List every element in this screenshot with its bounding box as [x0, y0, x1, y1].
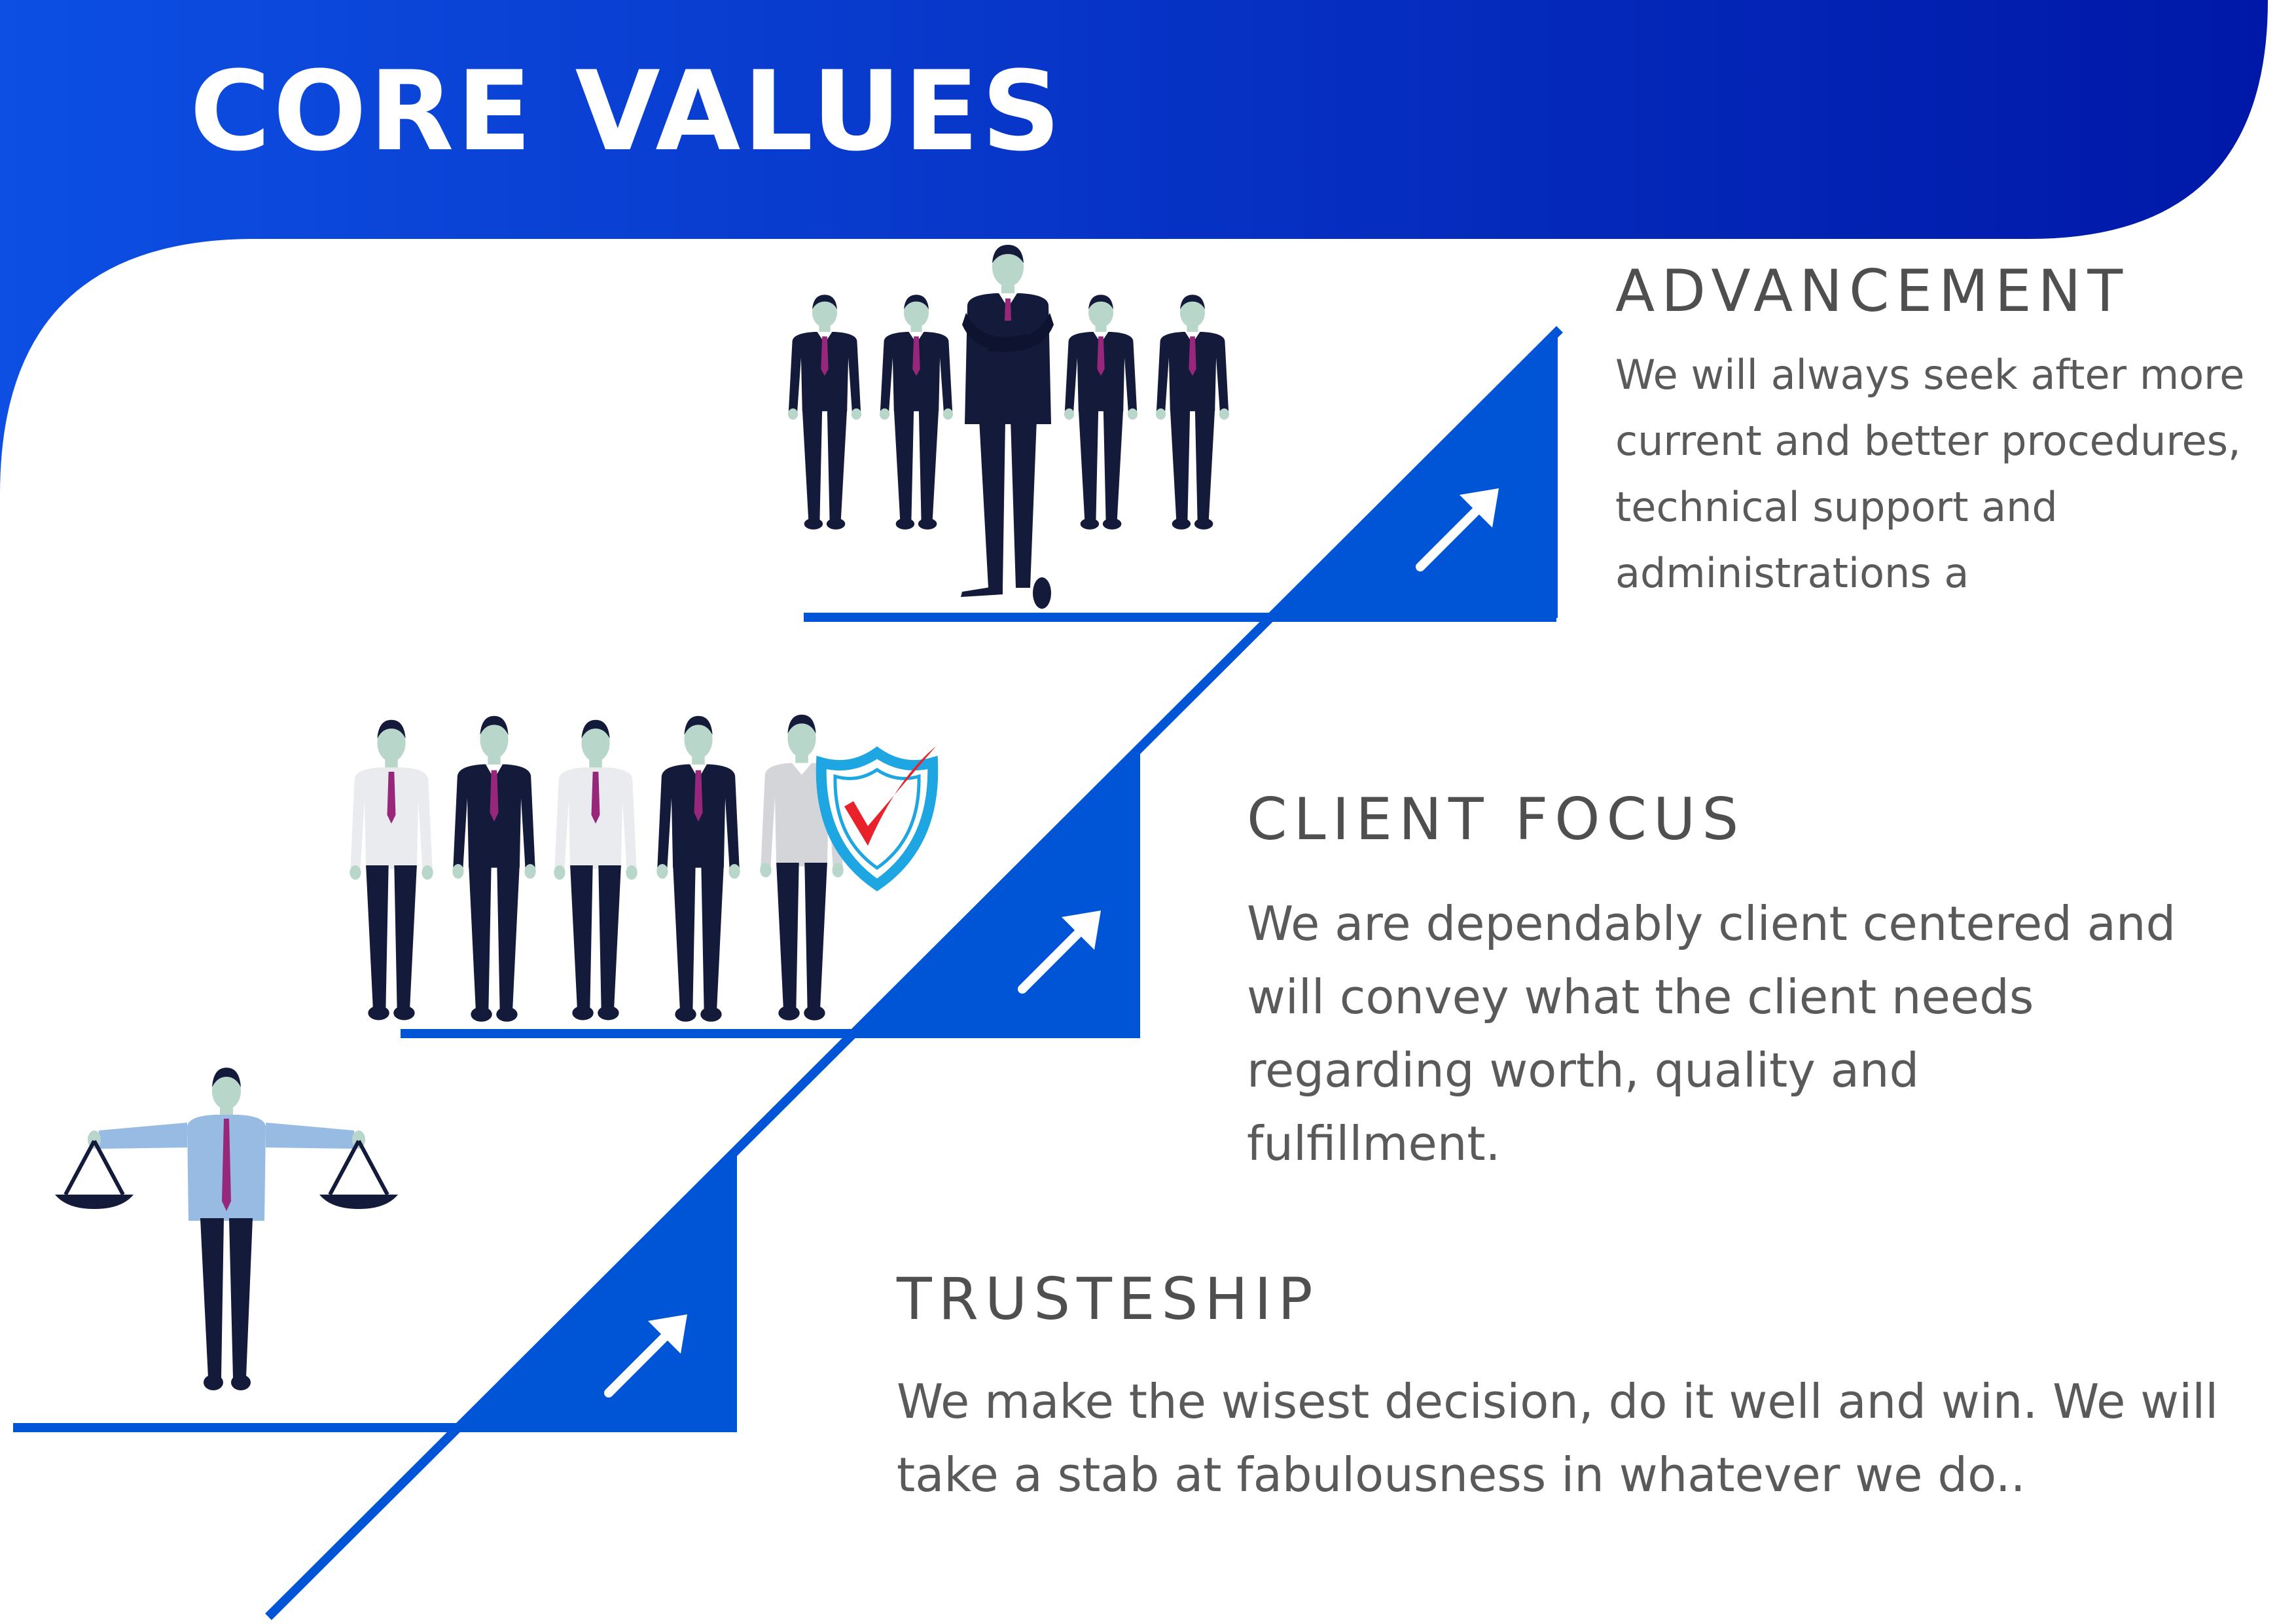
team-icon	[350, 714, 844, 1022]
group-leader-icon	[787, 245, 1230, 609]
advancement-description: We will always seek after more current a…	[1615, 351, 2245, 597]
client-focus-description: We are dependably client centered and wi…	[1247, 896, 2176, 1171]
page-title: CORE VALUES	[190, 47, 1064, 175]
client-focus-title: CLIENT FOCUS	[1247, 785, 1746, 853]
header-banner	[0, 0, 2268, 494]
step-trusteeship	[455, 1147, 737, 1428]
shield-check-icon	[816, 746, 939, 892]
staircase	[13, 326, 1563, 1620]
justice-scales-icon	[55, 1068, 398, 1390]
step-advancement	[1273, 334, 1558, 618]
trusteeship-title: TRUSTESHIP	[897, 1265, 1319, 1333]
trusteeship-description: We make the wisest decision, do it well …	[897, 1374, 2219, 1502]
advancement-title: ADVANCEMENT	[1615, 257, 2130, 325]
step-client-focus	[857, 751, 1140, 1034]
